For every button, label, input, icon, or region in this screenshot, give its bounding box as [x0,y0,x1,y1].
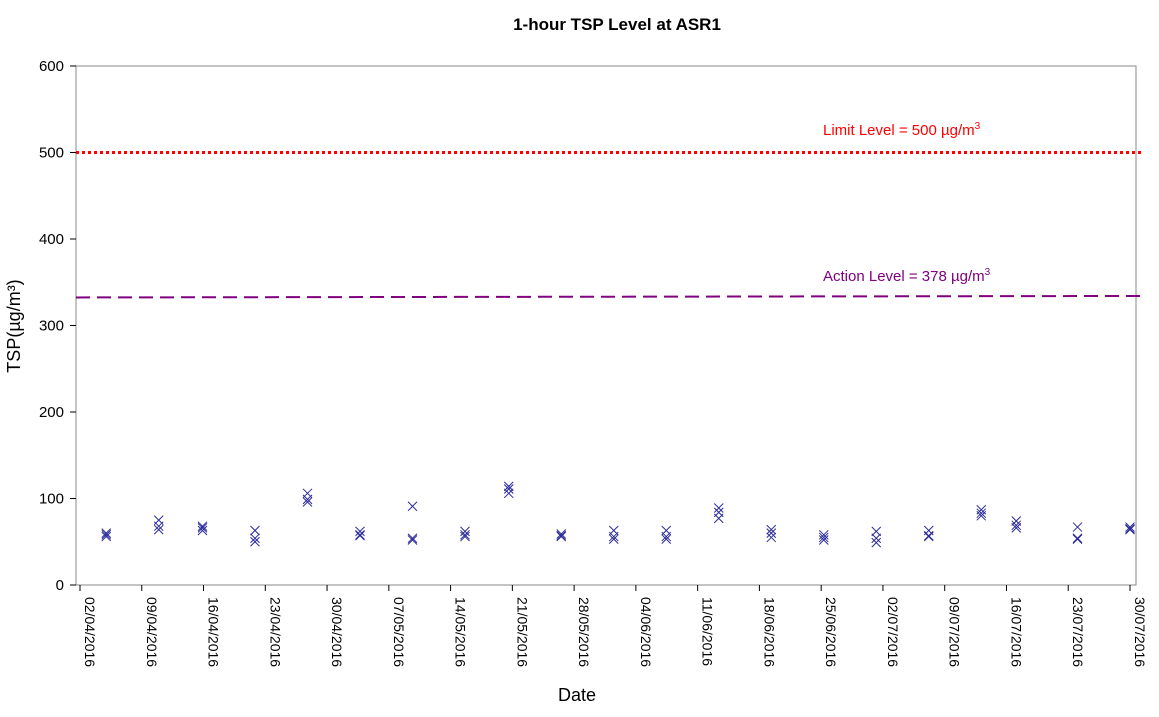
data-point [197,521,208,532]
data-point [503,484,514,494]
data-point [197,525,208,536]
data-point [355,526,365,537]
data-point [153,521,164,532]
x-tick-label: 23/07/2016 [1070,597,1086,667]
data-point [503,481,514,492]
data-point [250,533,260,544]
data-point [407,501,418,512]
y-tick-label: 0 [56,577,64,594]
data-point [976,510,987,521]
x-tick-label: 21/05/2016 [514,597,530,667]
plot-area [75,65,1137,586]
data-point [101,531,112,542]
y-tick-label: 300 [39,318,64,335]
y-tick-label: 200 [39,404,64,421]
x-tick-label: 16/07/2016 [1008,597,1024,667]
data-point [407,535,418,545]
action-level-label: Action Level = 378 µg/m3 [823,267,991,285]
data-point [713,503,724,513]
data-point [503,488,514,499]
data-point [1125,523,1135,534]
data-point [250,525,260,536]
x-axis-label: Date [558,685,596,705]
y-tick-label: 600 [39,58,64,75]
x-axis: 02/04/2016 09/04/2016 16/04/2016 23/04/2016… [79,585,1148,667]
data-point [1072,522,1083,532]
x-tick-label: 11/06/2016 [700,597,716,666]
x-tick-label: 28/05/2016 [576,597,592,667]
data-point [1072,533,1083,544]
data-point [460,529,470,540]
data-point [818,529,829,540]
y-axis-label: TSP(µg/m³) [4,279,24,372]
x-tick-label: 16/04/2016 [206,597,222,667]
data-points [101,481,1135,548]
data-point [355,530,365,541]
data-point [556,531,567,542]
x-tick-label: 18/06/2016 [761,597,777,667]
x-tick-label: 23/04/2016 [267,597,283,667]
x-tick-label: 07/05/2016 [391,597,407,667]
data-point [713,513,724,524]
limit-level-label: Limit Level = 500 µg/m3 [823,121,981,139]
data-point [101,529,112,540]
data-point [355,529,365,540]
x-tick-label: 14/05/2016 [453,597,469,667]
data-point [460,526,470,537]
data-point [1011,516,1022,526]
data-point [1125,524,1135,535]
data-point [153,524,164,535]
data-point [818,535,829,545]
y-tick-label: 400 [39,231,64,248]
data-point [1011,520,1022,531]
data-point [407,533,418,544]
data-point [976,508,987,519]
data-point [1072,534,1083,545]
y-tick-label: 500 [39,145,64,162]
x-tick-label: 02/04/2016 [82,597,98,667]
chart-title: 1-hour TSP Level at ASR1 [513,15,721,34]
data-point [1125,522,1135,532]
data-point [197,523,208,533]
data-point [250,536,260,547]
data-point [923,530,934,541]
data-point [871,533,882,544]
x-tick-label: 09/04/2016 [144,597,160,667]
data-point [608,531,619,542]
y-tick-label: 100 [39,491,64,508]
x-tick-label: 25/06/2016 [823,597,839,667]
data-point [608,534,619,545]
data-point [1011,523,1022,533]
data-point [460,531,470,542]
x-tick-label: 30/07/2016 [1132,597,1148,667]
data-point [766,532,777,543]
data-point [923,531,934,542]
x-tick-label: 30/04/2016 [329,597,345,667]
data-point [101,528,112,538]
action-level-line [75,294,1145,299]
data-point [818,532,829,543]
data-point [871,537,882,548]
data-point [302,494,313,505]
data-point [661,534,672,545]
data-point [556,530,567,541]
data-point [766,524,777,535]
y-axis: 0 100 200 300 400 500 600 [39,58,76,594]
x-tick-label: 09/07/2016 [947,597,963,667]
data-point [302,497,313,507]
data-point [661,531,672,542]
data-point [556,529,567,539]
x-tick-label: 04/06/2016 [638,597,654,667]
x-tick-label: 02/07/2016 [885,597,901,667]
data-point [871,526,882,537]
data-point [766,528,777,538]
